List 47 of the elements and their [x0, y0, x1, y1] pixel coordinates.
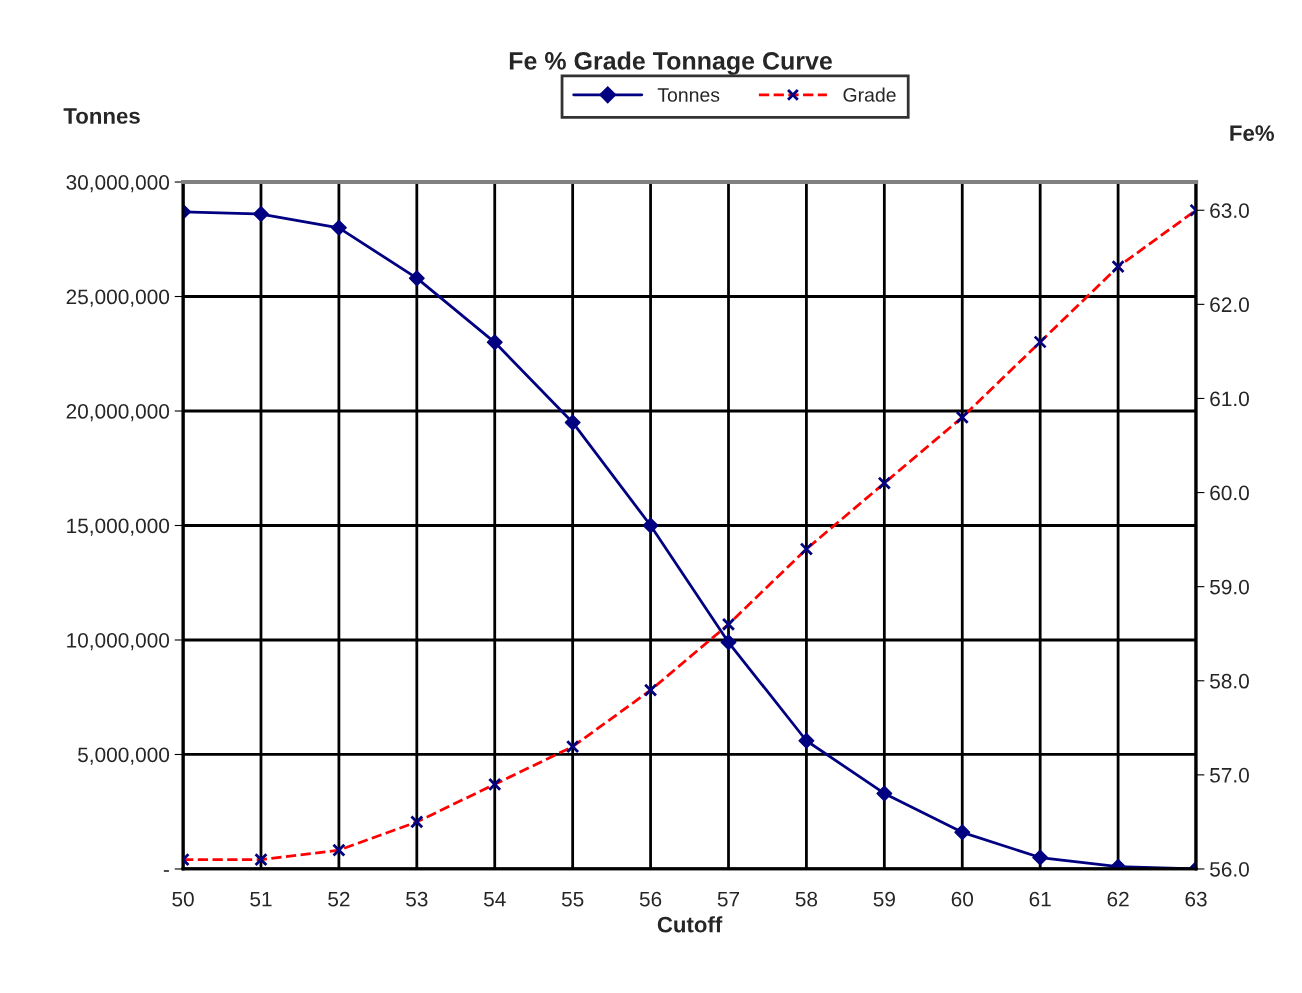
point [799, 542, 814, 556]
point [332, 843, 346, 857]
point [721, 617, 736, 632]
y-axis-title: Tonnes [63, 108, 140, 124]
y2-tick-label: 61.0 [1210, 391, 1249, 407]
y-tick-label: 25,000,000 [66, 289, 170, 307]
point [487, 777, 502, 792]
y-tick-label: 10,000,000 [67, 632, 170, 651]
point [955, 410, 970, 425]
x-tick-label: 51 [250, 891, 272, 907]
x-tick-label: 60 [951, 891, 974, 907]
y-tick-label: 20,000,000 [66, 404, 170, 422]
x-tick-label: 62 [1107, 891, 1129, 907]
y2-tick-label: 57.0 [1210, 767, 1249, 783]
x-axis-title: Cutoff [657, 916, 723, 933]
point [1033, 335, 1047, 349]
x-tick-label: 55 [561, 891, 584, 907]
legend-label: Grade [843, 87, 896, 102]
x-tick-label: 54 [483, 891, 506, 907]
legend-label: Tonnes [657, 88, 720, 102]
point [410, 815, 424, 829]
y-tick-label: 15,000,000 [67, 518, 170, 536]
point [565, 739, 580, 754]
point [254, 852, 268, 867]
y2-tick-label: 63.0 [1210, 203, 1249, 218]
x-tick-label: 52 [328, 891, 350, 907]
x-tick-label: 57 [717, 891, 740, 907]
y2-tick-label: 56.0 [1210, 861, 1249, 877]
point [877, 476, 892, 490]
y2-tick-label: 62.0 [1210, 297, 1249, 313]
y2-tick-label: 59.0 [1210, 579, 1249, 595]
x-tick-label: 63 [1185, 891, 1207, 907]
y2-tick-label: 58.0 [1210, 673, 1249, 689]
y-tick-label: 5,000,000 [78, 747, 170, 765]
x-tick-label: 53 [406, 891, 428, 907]
x-tick-label: 61 [1029, 891, 1051, 907]
x-tick-label: 59 [873, 891, 895, 907]
chart-title: Fe % Grade Tonnage Curve [509, 51, 832, 75]
y-tick-label: - [163, 870, 169, 872]
y2-tick-label: 60.0 [1210, 485, 1249, 501]
x-tick-label: 50 [172, 891, 194, 907]
point [1111, 259, 1125, 274]
x-tick-label: 56 [639, 891, 662, 907]
x-tick-label: 58 [795, 891, 818, 907]
y-tick-label: 30,000,000 [66, 175, 170, 193]
y2-axis-title: Fe% [1230, 125, 1274, 142]
point [643, 683, 658, 697]
